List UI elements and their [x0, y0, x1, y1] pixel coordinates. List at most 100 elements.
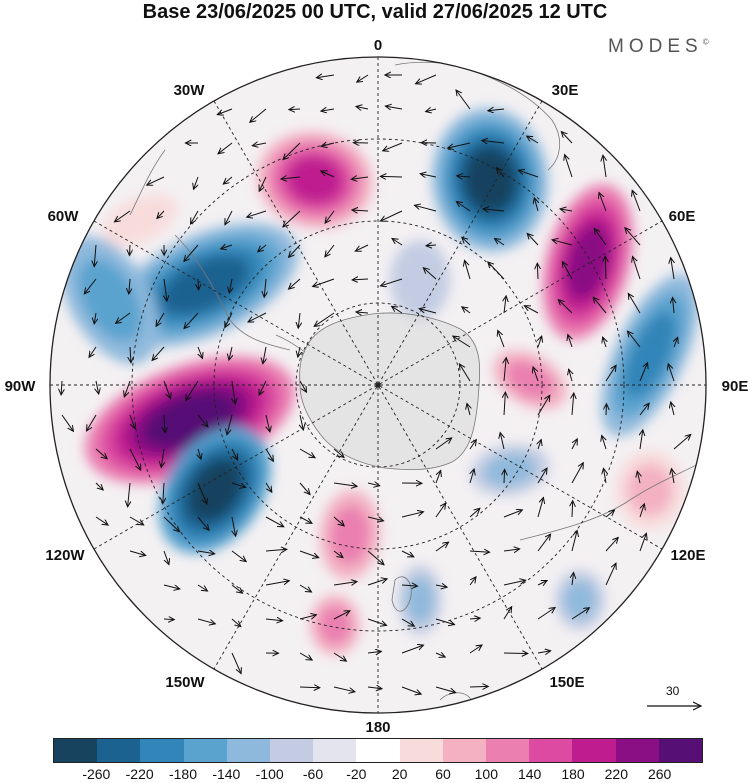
wind-arrow	[281, 177, 301, 179]
wind-arrow	[197, 482, 207, 504]
wind-arrow	[498, 330, 505, 348]
wind-arrow	[217, 108, 233, 115]
wind-arrow	[191, 210, 199, 224]
wind-arrow	[184, 312, 199, 329]
wind-arrow	[129, 414, 135, 429]
wind-arrow	[420, 174, 437, 177]
map-title: Base 23/06/2025 00 UTC, valid 27/06/2025…	[142, 1, 608, 23]
colorbar-tick-label: -20	[346, 766, 367, 782]
colorbar-tick-label: 260	[647, 766, 672, 782]
wind-arrow	[462, 237, 471, 246]
wind-arrow	[604, 468, 607, 484]
wind-arrow	[313, 278, 335, 287]
copyright-mark: ©	[702, 37, 709, 47]
wind-arrow	[571, 463, 583, 484]
wind-arrow	[392, 239, 403, 246]
wind-arrow	[537, 581, 547, 586]
wind-arrow	[527, 136, 539, 144]
wind-arrow	[562, 262, 573, 280]
wind-arrow	[129, 550, 146, 556]
colorbar-tick-label: 180	[561, 766, 585, 782]
pole-dot	[375, 382, 381, 388]
label-120e: 120E	[670, 547, 705, 564]
wind-arrow	[385, 106, 403, 109]
wind-arrow	[401, 618, 414, 626]
colorbar-tick-label: 20	[391, 766, 408, 782]
wind-arrow	[263, 346, 266, 364]
wind-arrow	[229, 278, 232, 293]
wind-arrow	[352, 210, 369, 211]
wind-arrow	[503, 580, 526, 586]
wind-arrow	[603, 155, 606, 178]
wind-arrow	[456, 90, 471, 110]
colorbar-segment	[270, 739, 314, 762]
wind-arrow	[495, 239, 505, 246]
wind-arrow	[128, 482, 130, 507]
anomaly-contour	[390, 240, 450, 320]
wind-arrow	[89, 346, 97, 357]
wind-arrow	[259, 380, 267, 395]
wind-arrow	[537, 608, 555, 620]
wind-arrow	[198, 278, 199, 290]
wind-arrow	[299, 380, 307, 392]
wind-arrow	[504, 392, 505, 416]
anomaly-contour	[188, 459, 242, 521]
wind-arrow	[283, 210, 301, 227]
wind-arrow	[572, 501, 573, 518]
colorbar-tick-label: -220	[125, 766, 154, 782]
wind-arrow	[605, 537, 618, 552]
wind-arrow	[147, 176, 165, 185]
wind-arrow	[223, 176, 233, 184]
wind-arrow	[671, 402, 674, 416]
wind-arrow	[198, 346, 203, 358]
wind-arrow	[161, 448, 164, 467]
colorbar-segment	[226, 739, 271, 762]
wind-arrow	[84, 278, 97, 294]
wind-arrow	[537, 498, 543, 518]
wind-arrow	[129, 448, 141, 470]
wind-arrow	[333, 611, 350, 620]
wind-arrow	[232, 516, 236, 536]
wind-arrow	[426, 245, 437, 246]
wind-arrow	[218, 142, 233, 154]
colorbar-tick-label: 100	[474, 766, 499, 782]
colorbar-segment	[399, 739, 443, 762]
wind-arrow	[435, 653, 445, 657]
wind-arrow	[248, 312, 267, 322]
wind-arrow	[299, 584, 312, 592]
reference-vector-arrow	[647, 701, 703, 711]
wind-arrow	[435, 438, 452, 450]
wind-arrow	[198, 448, 201, 459]
wind-arrow	[367, 517, 384, 521]
wind-arrow	[467, 403, 470, 416]
wind-arrow	[569, 369, 572, 382]
wind-arrow	[628, 294, 641, 314]
wind-arrow	[537, 534, 551, 552]
wind-arrow	[321, 171, 335, 178]
wind-arrow	[500, 433, 504, 450]
colorbar-tick-label: -100	[255, 766, 284, 782]
colorbar-tick-label: 140	[517, 766, 542, 782]
wind-arrow	[130, 346, 131, 363]
wind-arrow	[565, 155, 573, 178]
wind-arrow	[252, 143, 267, 146]
brand-logo: MODES©	[608, 36, 709, 58]
wind-arrow	[197, 516, 209, 530]
wind-arrow	[298, 312, 300, 328]
wind-arrow	[504, 296, 506, 314]
colorbar-tick-label: 220	[604, 766, 629, 782]
wind-arrow	[435, 470, 441, 484]
wind-arrow	[488, 262, 505, 280]
wind-arrow	[157, 210, 165, 219]
wind-arrow	[94, 244, 96, 267]
wind-arrow	[96, 380, 99, 394]
wind-arrow	[247, 210, 267, 217]
colorbar-segment	[486, 739, 530, 762]
colorbar-tick-label: -60	[302, 766, 324, 782]
wind-arrow	[197, 551, 215, 554]
colorbar-segment	[54, 739, 98, 762]
colorbar-segment	[183, 739, 227, 762]
wind-arrow	[152, 346, 165, 360]
wind-arrow	[459, 364, 471, 382]
colorbar-tick-label: 60	[435, 766, 451, 782]
